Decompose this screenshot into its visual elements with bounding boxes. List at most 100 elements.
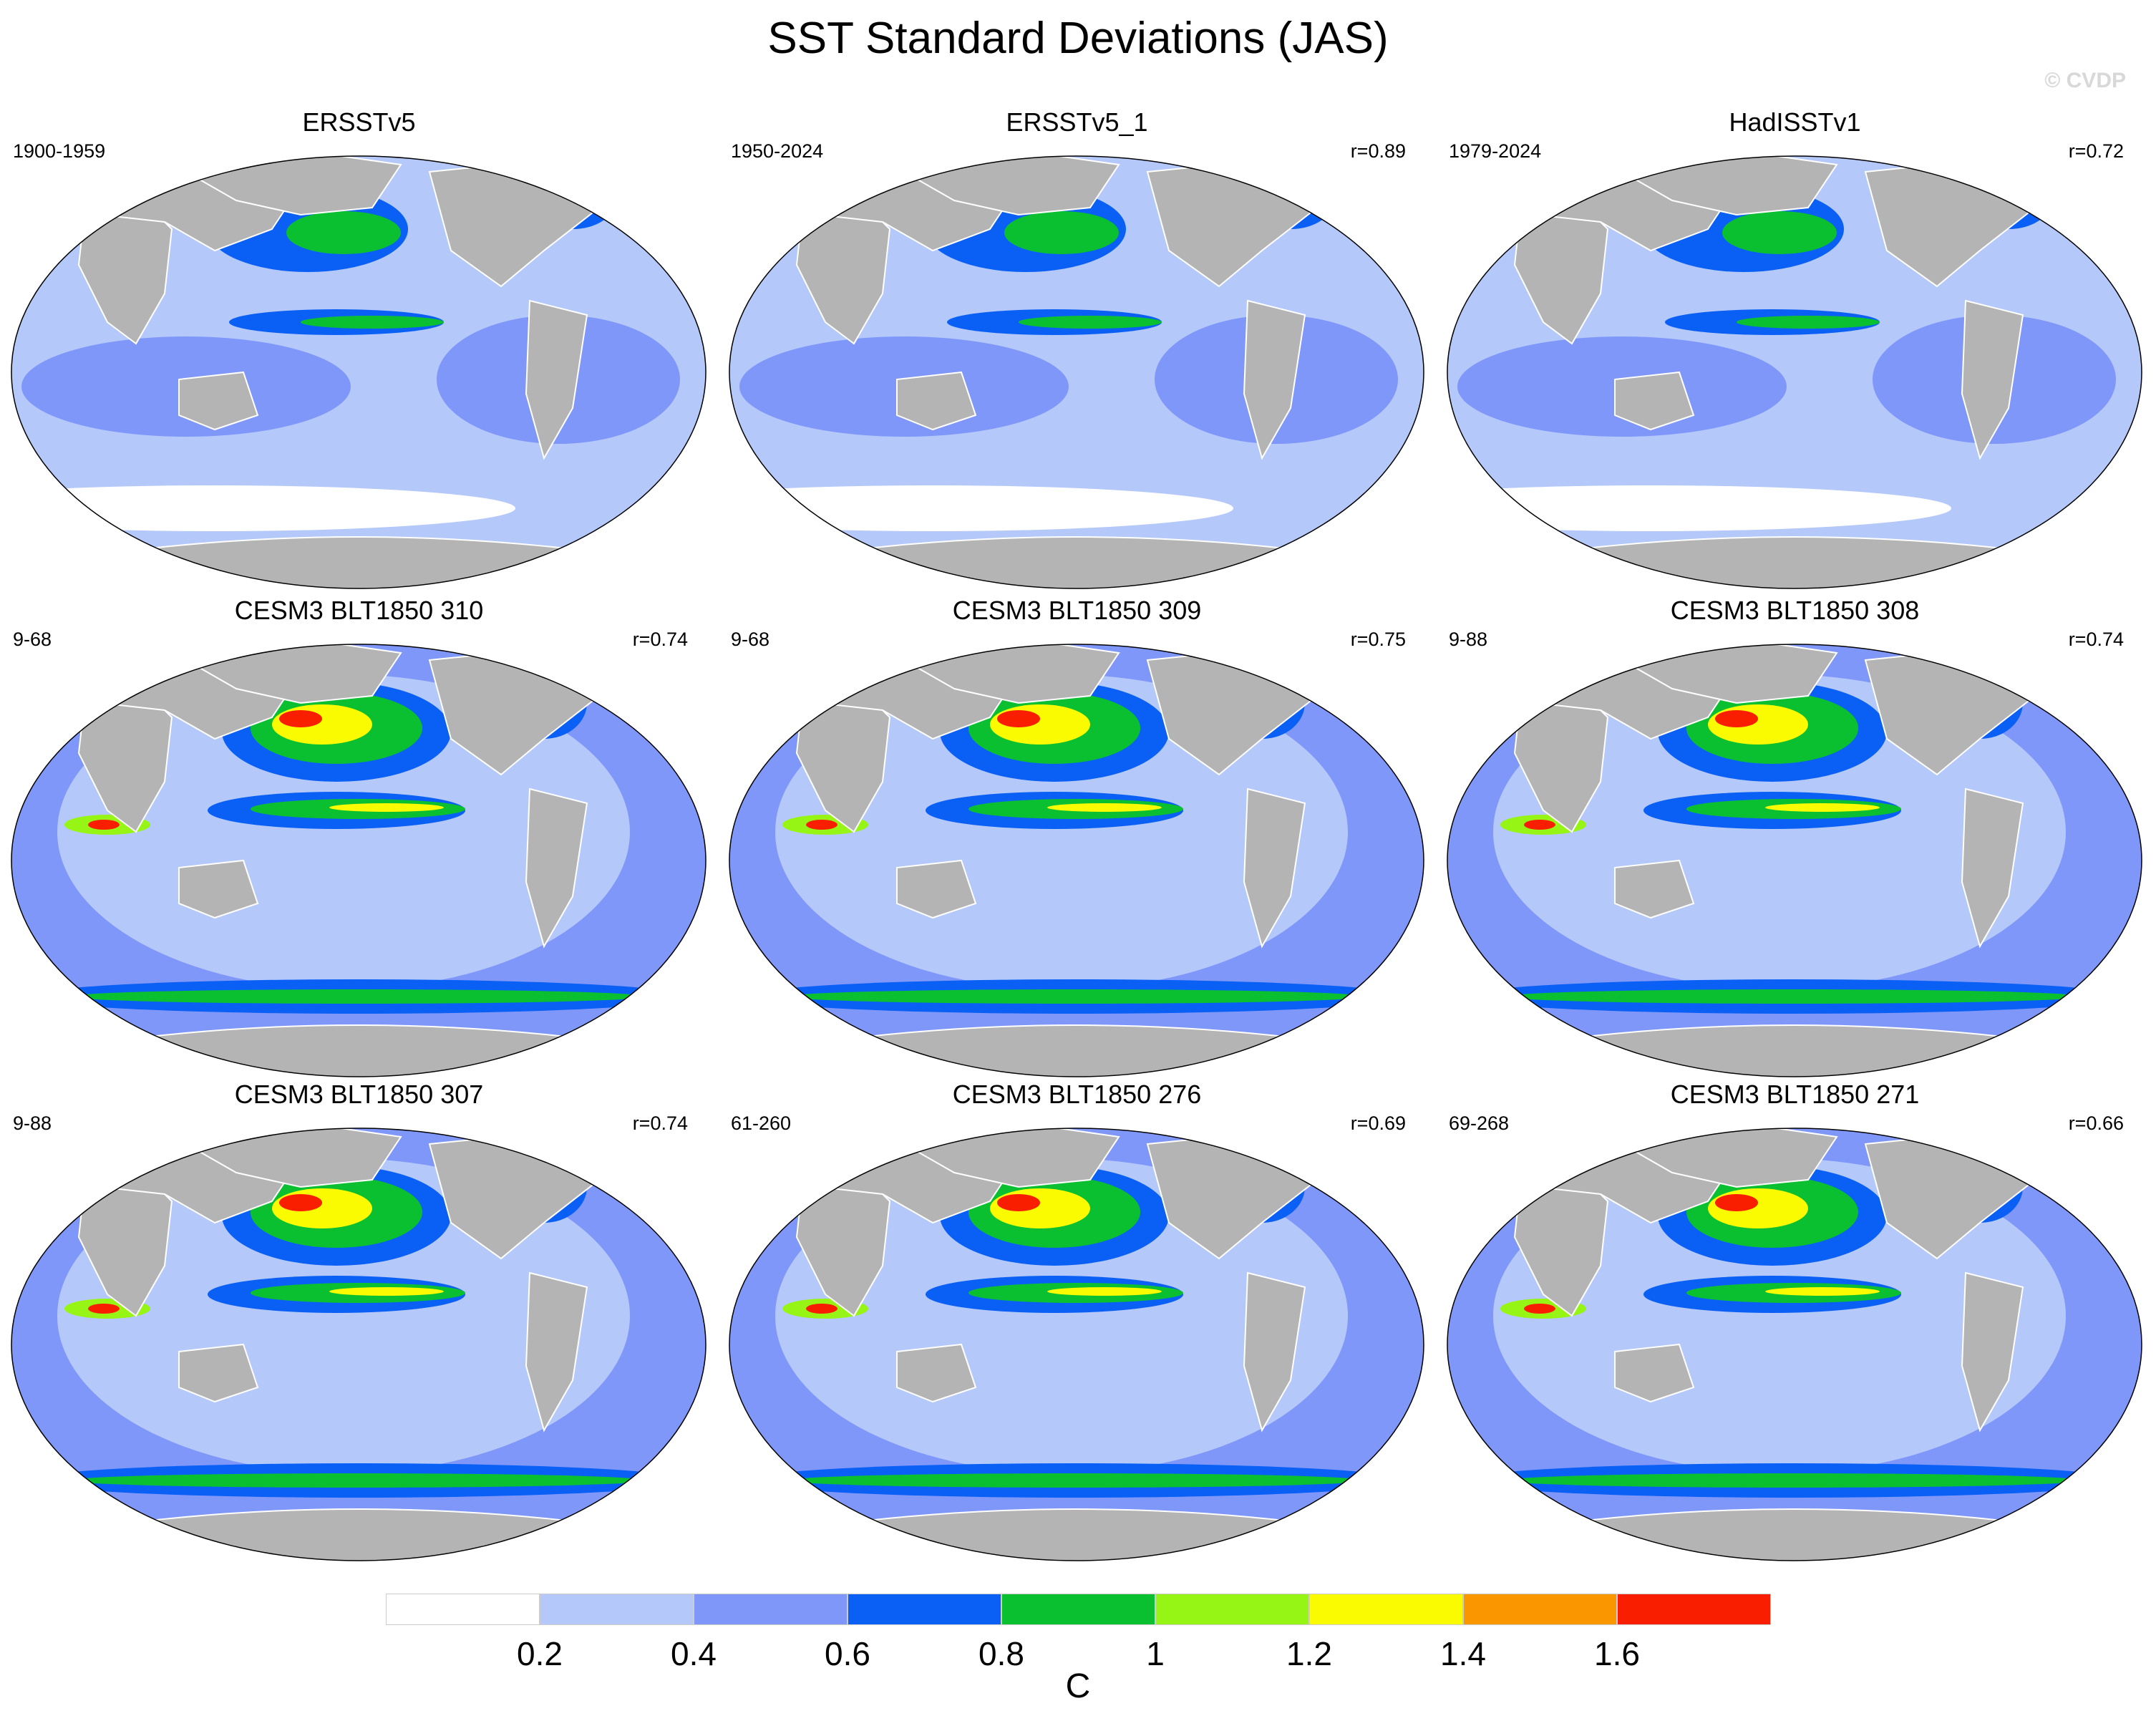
colorbar-box — [386, 1594, 540, 1625]
sst-field — [1447, 156, 2142, 588]
land-australia — [1614, 859, 1695, 919]
colorbar-units: C — [1065, 1667, 1091, 1705]
panel-title: ERSSTv5 — [302, 107, 416, 137]
land-australia — [178, 371, 259, 431]
map-panel: CESM3 BLT1850 308 9-88 r=0.74 — [1436, 596, 2154, 1090]
sst-field — [729, 644, 1424, 1077]
map-outline — [729, 644, 1424, 1077]
map-panel: CESM3 BLT1850 310 9-68 r=0.74 — [0, 596, 718, 1090]
sst-map — [11, 1128, 706, 1561]
sst-field — [1447, 644, 2142, 1077]
land-australia — [1614, 371, 1695, 431]
land-antarctica — [28, 536, 688, 588]
map-outline — [11, 155, 706, 589]
land-antarctica — [746, 1508, 1406, 1561]
colorbar-tick-label: 1.6 — [1594, 1635, 1640, 1672]
panel-correlation: r=0.74 — [2068, 629, 2124, 650]
colorbar-tick-label: 1 — [1146, 1635, 1165, 1672]
panel-correlation: r=0.75 — [1350, 629, 1406, 650]
land-australia — [178, 859, 259, 919]
colorbar-box — [540, 1594, 694, 1625]
panel-period: 1900-1959 — [13, 140, 106, 162]
map-outline — [729, 155, 1424, 589]
map-panel: ERSSTv5_1 1950-2024 r=0.89 — [718, 107, 1436, 601]
panel-correlation: r=0.74 — [632, 1112, 688, 1134]
panel-title: CESM3 BLT1850 309 — [952, 596, 1202, 625]
map-outline — [1447, 155, 2142, 589]
land-south-america — [525, 787, 588, 949]
land-antarctica — [1464, 536, 2124, 588]
colorbar-box — [694, 1594, 848, 1625]
land-south-america — [1243, 787, 1306, 949]
map-panel: ERSSTv5 1900-1959 — [0, 107, 718, 601]
land-south-america — [1961, 787, 2024, 949]
figure-title: SST Standard Deviations (JAS) — [767, 14, 1389, 63]
colorbar-tick-label: 0.8 — [979, 1635, 1024, 1672]
sst-field — [1447, 1128, 2142, 1561]
sst-map — [1447, 155, 2142, 589]
panel-title: CESM3 BLT1850 307 — [234, 1080, 484, 1109]
panel-period: 69-268 — [1449, 1112, 1510, 1134]
map-panel: CESM3 BLT1850 307 9-88 r=0.74 — [0, 1080, 718, 1574]
colorbar-box — [1309, 1594, 1463, 1625]
panel-correlation: r=0.89 — [1350, 140, 1406, 162]
sst-field — [11, 156, 706, 588]
panel-period: 9-68 — [731, 629, 770, 650]
land-antarctica — [746, 536, 1406, 588]
sst-map — [729, 644, 1424, 1077]
map-outline — [11, 644, 706, 1077]
sst-map — [11, 644, 706, 1077]
watermark: © CVDP — [2044, 69, 2126, 92]
colorbar-tick-label: 0.2 — [517, 1635, 563, 1672]
panel-period: 1950-2024 — [731, 140, 824, 162]
map-panel: CESM3 BLT1850 309 9-68 r=0.75 — [718, 596, 1436, 1090]
colorbar-box — [1155, 1594, 1309, 1625]
colorbar-tick-label: 0.6 — [825, 1635, 870, 1672]
colorbar-box — [848, 1594, 1001, 1625]
land-south-america — [1961, 299, 2024, 460]
panel-period: 9-88 — [13, 1112, 52, 1134]
sst-map — [1447, 1128, 2142, 1561]
colorbar-box — [1001, 1594, 1155, 1625]
map-outline — [1447, 644, 2142, 1077]
land-australia — [178, 1343, 259, 1403]
sst-map — [11, 155, 706, 589]
sst-map — [729, 155, 1424, 589]
panel-correlation: r=0.72 — [2068, 140, 2124, 162]
sst-map — [1447, 644, 2142, 1077]
panel-period: 9-68 — [13, 629, 52, 650]
sst-field — [11, 1128, 706, 1561]
map-panel: HadISSTv1 1979-2024 r=0.72 — [1436, 107, 2154, 601]
sst-field — [11, 644, 706, 1077]
land-south-america — [525, 1271, 588, 1432]
map-outline — [11, 1128, 706, 1561]
map-outline — [1447, 1128, 2142, 1561]
land-south-america — [1961, 1271, 2024, 1432]
panel-title: CESM3 BLT1850 276 — [952, 1080, 1202, 1109]
land-australia — [1614, 1343, 1695, 1403]
map-panel: CESM3 BLT1850 276 61-260 r=0.69 — [718, 1080, 1436, 1574]
sst-field — [729, 1128, 1424, 1561]
map-outline — [729, 1128, 1424, 1561]
panel-correlation: r=0.66 — [2068, 1112, 2124, 1134]
land-antarctica — [28, 1508, 688, 1561]
colorbar-box — [1463, 1594, 1617, 1625]
land-antarctica — [1464, 1508, 2124, 1561]
map-panel: CESM3 BLT1850 271 69-268 r=0.66 — [1436, 1080, 2154, 1574]
colorbar-box — [1617, 1594, 1771, 1625]
colorbar-tick-label: 1.2 — [1286, 1635, 1332, 1672]
panel-title: CESM3 BLT1850 271 — [1670, 1080, 1920, 1109]
land-australia — [896, 1343, 977, 1403]
sst-field — [729, 156, 1424, 588]
land-australia — [896, 371, 977, 431]
panel-title: CESM3 BLT1850 308 — [1670, 596, 1920, 625]
panel-correlation: r=0.74 — [632, 629, 688, 650]
panel-period: 9-88 — [1449, 629, 1488, 650]
panel-title: ERSSTv5_1 — [1006, 107, 1148, 137]
colorbar — [386, 1594, 1771, 1627]
panel-period: 61-260 — [731, 1112, 792, 1134]
land-australia — [896, 859, 977, 919]
land-south-america — [525, 299, 588, 460]
colorbar-tick-label: 0.4 — [671, 1635, 717, 1672]
land-south-america — [1243, 299, 1306, 460]
